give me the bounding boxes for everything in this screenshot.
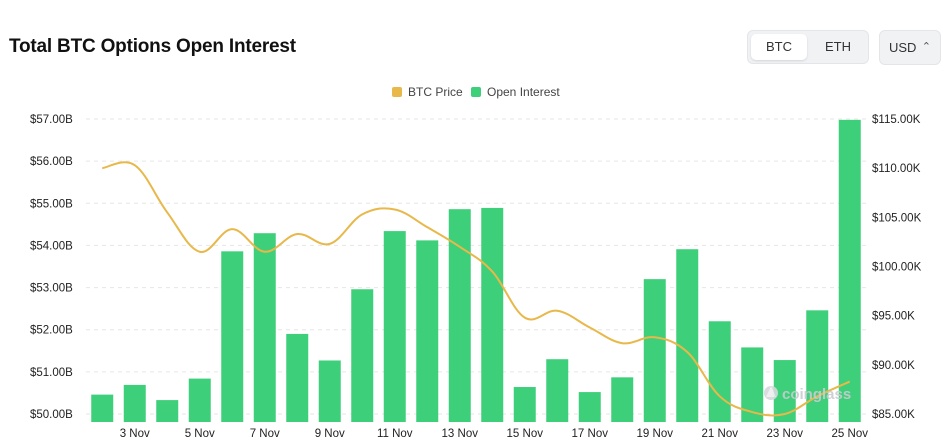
page-title: Total BTC Options Open Interest: [9, 36, 296, 57]
x-tick-label: 9 Nov: [315, 428, 345, 439]
open-interest-bar[interactable]: [546, 359, 569, 422]
open-interest-bar[interactable]: [383, 231, 406, 422]
open-interest-bar[interactable]: [286, 333, 309, 422]
y-right-tick-label: $85.00K: [872, 409, 915, 421]
open-interest-bar[interactable]: [643, 279, 666, 422]
watermark: coinglass: [764, 386, 851, 403]
watermark-text: coinglass: [782, 386, 851, 403]
axis-layer: $50.00B $51.00B $52.00B $53.00B $54.00B $55.0…: [30, 114, 922, 439]
currency-select[interactable]: USD ⌃: [879, 30, 941, 65]
open-interest-bar[interactable]: [416, 240, 439, 422]
x-tick-label: 11 Nov: [377, 428, 413, 439]
grid-layer: [86, 118, 866, 415]
x-tick-label: 5 Nov: [185, 428, 215, 439]
chart-legend: BTC Price Open Interest: [0, 84, 948, 100]
x-tick-label: 17 Nov: [572, 428, 609, 439]
y-right-tick-label: $90.00K: [872, 360, 915, 372]
open-interest-bar[interactable]: [611, 377, 634, 422]
x-tick-label: 23 Nov: [767, 428, 804, 439]
coinglass-logo-icon: [764, 386, 778, 400]
y-left-tick-label: $55.00B: [30, 198, 73, 210]
y-left-tick-label: $51.00B: [30, 367, 73, 379]
open-interest-bar[interactable]: [123, 384, 146, 422]
tab-eth[interactable]: ETH: [825, 39, 851, 54]
y-left-tick-label: $50.00B: [30, 409, 73, 421]
btc-price-line[interactable]: [102, 161, 851, 417]
open-interest-bar[interactable]: [513, 387, 536, 422]
y-left-tick-label: $52.00B: [30, 325, 73, 337]
open-interest-bar[interactable]: [741, 347, 764, 422]
x-tick-label: 3 Nov: [120, 428, 150, 439]
open-interest-bar[interactable]: [318, 360, 341, 422]
y-left-tick-label: $57.00B: [30, 114, 73, 126]
legend-label-btc-price: BTC Price: [408, 85, 463, 99]
open-interest-bar[interactable]: [351, 289, 374, 422]
open-interest-bar[interactable]: [806, 310, 829, 422]
legend-item-open-interest[interactable]: Open Interest: [471, 84, 560, 100]
chevron-up-down-icon: ⌃: [921, 41, 931, 53]
x-tick-label: 15 Nov: [507, 428, 544, 439]
y-left-tick-label: $53.00B: [30, 283, 73, 295]
tab-btc[interactable]: BTC: [751, 34, 807, 60]
y-right-tick-label: $100.00K: [872, 262, 922, 274]
y-right-tick-label: $115.00K: [872, 114, 921, 126]
open-interest-bar[interactable]: [481, 207, 504, 422]
open-interest-bar[interactable]: [773, 360, 796, 422]
open-interest-bar[interactable]: [221, 251, 244, 422]
open-interest-bar[interactable]: [676, 249, 699, 422]
open-interest-bar[interactable]: [708, 321, 731, 422]
y-right-tick-label: $110.00K: [872, 163, 921, 175]
y-right-tick-label: $95.00K: [872, 311, 915, 323]
legend-item-btc-price[interactable]: BTC Price: [392, 84, 463, 100]
open-interest-bar[interactable]: [253, 233, 276, 422]
asset-toggle: BTC ETH: [747, 30, 869, 64]
x-tick-label: 25 Nov: [832, 428, 869, 439]
x-tick-label: 7 Nov: [250, 428, 280, 439]
open-interest-bar[interactable]: [838, 119, 861, 422]
open-interest-bar[interactable]: [156, 400, 179, 422]
legend-swatch-btc-price: [392, 87, 402, 97]
y-right-tick-label: $105.00K: [872, 212, 922, 224]
open-interest-bar[interactable]: [448, 209, 471, 422]
open-interest-bar[interactable]: [188, 378, 211, 422]
x-tick-label: 13 Nov: [442, 428, 479, 439]
y-left-tick-label: $54.00B: [30, 240, 73, 252]
currency-value: USD: [889, 40, 917, 55]
open-interest-bar[interactable]: [91, 394, 114, 422]
bars-layer: [91, 119, 861, 422]
line-layer: [102, 161, 851, 417]
legend-label-open-interest: Open Interest: [487, 85, 560, 99]
x-tick-label: 21 Nov: [702, 428, 739, 439]
legend-swatch-open-interest: [471, 87, 481, 97]
x-tick-label: 19 Nov: [637, 428, 674, 439]
open-interest-bar[interactable]: [578, 392, 601, 422]
y-left-tick-label: $56.00B: [30, 156, 73, 168]
